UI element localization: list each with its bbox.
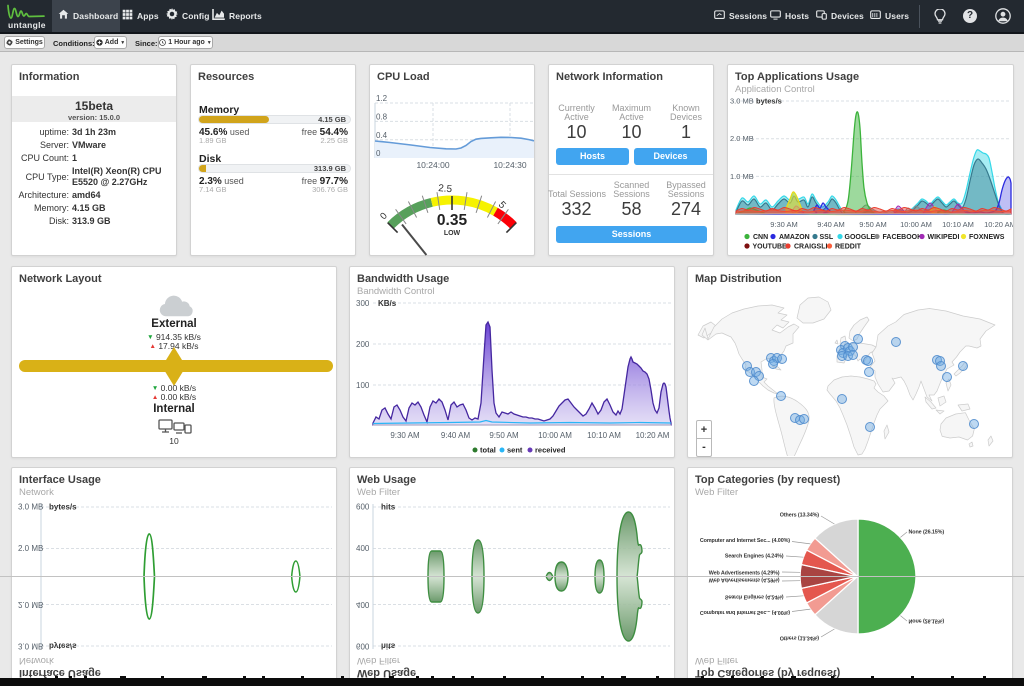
svg-text:sent: sent [507, 446, 523, 455]
svg-text:0: 0 [376, 149, 381, 158]
svg-text:None (26.15%): None (26.15%) [909, 530, 945, 536]
svg-text:10:10 AM: 10:10 AM [942, 220, 974, 229]
svg-text:2.0 MB: 2.0 MB [18, 544, 43, 553]
svg-text:0.8: 0.8 [376, 112, 388, 121]
svg-text:0.4: 0.4 [376, 131, 388, 140]
svg-text:hits: hits [381, 503, 396, 512]
svg-text:10:00 AM: 10:00 AM [900, 220, 932, 229]
svg-text:bytes/s: bytes/s [756, 97, 782, 106]
svg-text:bytes/s: bytes/s [49, 642, 77, 651]
svg-text:2.0 MB: 2.0 MB [18, 600, 43, 609]
svg-text:total: total [480, 446, 496, 455]
svg-text:5: 5 [496, 200, 508, 212]
svg-text:10:20 AM: 10:20 AM [636, 431, 670, 440]
svg-text:400: 400 [356, 544, 370, 553]
svg-text:REDDIT: REDDIT [835, 244, 862, 251]
svg-text:100: 100 [356, 381, 370, 390]
svg-text:Computer and Internet Sec... (: Computer and Internet Sec... (4.00%) [700, 538, 790, 544]
svg-text:Search Engines (4.24%): Search Engines (4.24%) [725, 554, 784, 560]
svg-text:Computer and Internet Sec... (: Computer and Internet Sec... (4.00%) [700, 609, 790, 615]
svg-text:WIKIPEDI: WIKIPEDI [928, 234, 960, 241]
svg-text:10:00 AM: 10:00 AM [538, 431, 572, 440]
svg-text:0.35: 0.35 [437, 212, 468, 229]
svg-text:9:30 AM: 9:30 AM [390, 431, 420, 440]
svg-text:FACEBOOK: FACEBOOK [883, 234, 923, 241]
svg-text:1.0 MB: 1.0 MB [730, 172, 754, 181]
svg-text:9:40 AM: 9:40 AM [817, 220, 845, 229]
svg-text:CNN: CNN [753, 234, 768, 241]
svg-text:None (26.15%): None (26.15%) [909, 618, 945, 624]
svg-text:LOW: LOW [444, 230, 461, 237]
svg-text:SSL: SSL [820, 234, 834, 241]
svg-text:Web Advertisements (4.29%): Web Advertisements (4.29%) [709, 577, 780, 583]
svg-text:GOOGLE: GOOGLE [845, 234, 876, 241]
svg-text:9:50 AM: 9:50 AM [859, 220, 887, 229]
svg-text:9:30 AM: 9:30 AM [770, 220, 798, 229]
svg-text:Web Advertisements (4.29%): Web Advertisements (4.29%) [709, 571, 780, 577]
svg-text:200: 200 [356, 340, 370, 349]
svg-text:0: 0 [378, 211, 390, 222]
svg-text:10:10 AM: 10:10 AM [587, 431, 621, 440]
svg-text:CRAIGSLI: CRAIGSLI [794, 244, 828, 251]
svg-text:3.0 MB: 3.0 MB [18, 503, 43, 512]
svg-text:400: 400 [356, 600, 370, 609]
svg-text:1.2: 1.2 [376, 95, 388, 103]
svg-text:2.0 MB: 2.0 MB [730, 134, 754, 143]
svg-text:Others (13.34%): Others (13.34%) [780, 635, 820, 641]
svg-text:3.0 MB: 3.0 MB [730, 97, 754, 106]
svg-text:10:24:30: 10:24:30 [493, 160, 526, 170]
svg-text:Others (13.34%): Others (13.34%) [780, 513, 820, 519]
svg-text:600: 600 [356, 642, 370, 651]
svg-text:YOUTUBE: YOUTUBE [753, 244, 788, 251]
svg-text:AMAZON: AMAZON [779, 234, 810, 241]
svg-text:FOXNEWS: FOXNEWS [969, 234, 1005, 241]
svg-text:received: received [535, 446, 566, 455]
svg-text:10:20 AM: 10:20 AM [984, 220, 1013, 229]
svg-text:hits: hits [381, 642, 396, 651]
svg-text:3.0 MB: 3.0 MB [18, 642, 43, 651]
svg-text:bytes/s: bytes/s [49, 503, 77, 512]
svg-text:600: 600 [356, 503, 370, 512]
svg-text:9:40 AM: 9:40 AM [441, 431, 471, 440]
svg-text:300: 300 [356, 299, 370, 308]
svg-text:9:50 AM: 9:50 AM [489, 431, 519, 440]
svg-text:10:24:00: 10:24:00 [416, 160, 449, 170]
svg-text:Search Engines (4.24%): Search Engines (4.24%) [725, 594, 784, 600]
svg-text:KB/s: KB/s [378, 299, 397, 308]
svg-text:2.5: 2.5 [438, 183, 453, 195]
